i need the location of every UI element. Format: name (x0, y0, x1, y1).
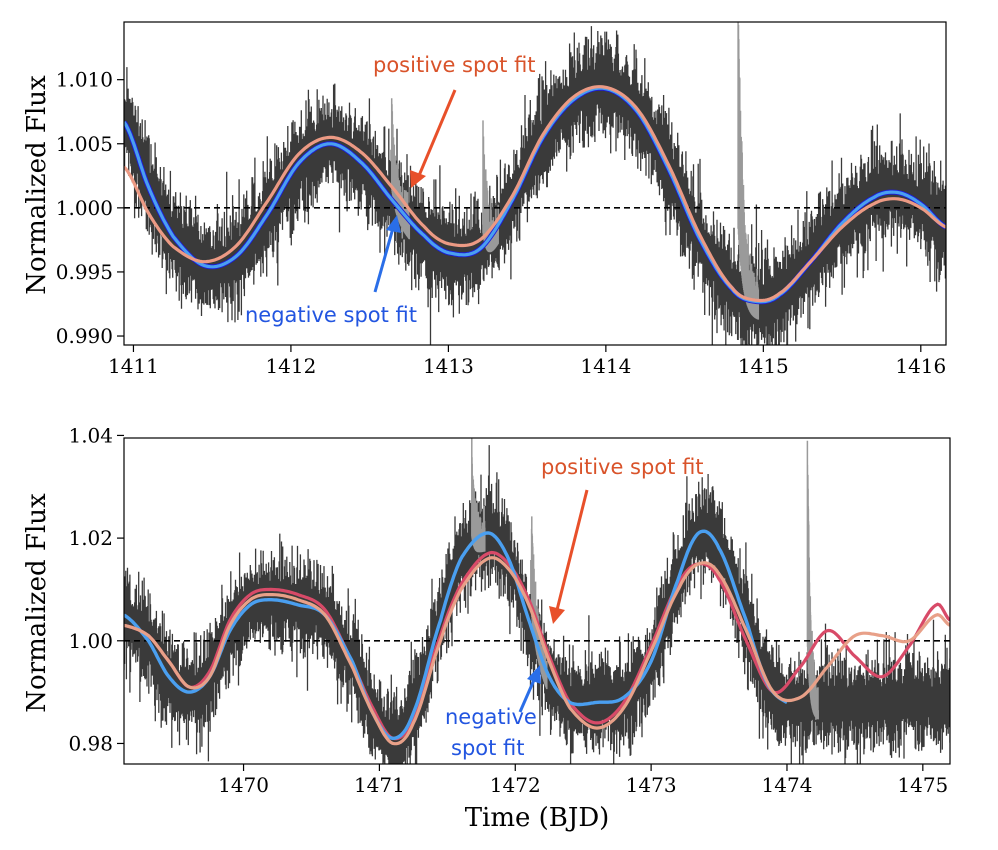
y-tick-label: 1.010 (56, 68, 113, 92)
plot-clip-group (124, 22, 946, 345)
y-tick-label: 0.990 (56, 324, 113, 348)
bottom-positive-arrowhead (549, 606, 565, 624)
bottom-xlabel: Time (BJD) (465, 803, 610, 833)
flare-2 (806, 440, 819, 720)
x-tick-label: 1470 (218, 773, 269, 797)
x-tick-label: 1472 (490, 773, 541, 797)
top-panel: 1411 1412 1413 1414 1415 1416 0.990 0.995 1.000 1… (22, 21, 947, 378)
bottom-negative-label-line2: spot fit (451, 736, 525, 760)
negative-spot-fit-line (124, 529, 788, 740)
bottom-negative-arrow (518, 679, 536, 713)
bottom-ticks: 1470 1471 1472 1473 1474 1475 0.98 1.00 1.02 1.04 (68, 423, 948, 797)
bottom-panel: 1470 1471 1472 1473 1474 1475 0.98 1.00 1.02 1.04… (22, 423, 951, 833)
plot-clip-group (124, 438, 950, 764)
top-positive-arrowhead (410, 170, 426, 188)
y-tick-label: 0.98 (68, 731, 113, 755)
bottom-positive-arrow (555, 489, 589, 611)
x-tick-label: 1415 (738, 354, 789, 378)
x-tick-label: 1474 (762, 773, 813, 797)
x-tick-label: 1414 (580, 354, 631, 378)
x-tick-label: 1473 (626, 773, 677, 797)
top-negative-arrow (373, 227, 395, 293)
top-positive-arrow (416, 89, 457, 179)
x-tick-label: 1475 (897, 773, 948, 797)
y-tick-label: 1.000 (56, 196, 113, 220)
x-tick-label: 1412 (265, 354, 316, 378)
top-positive-label: positive spot fit (373, 53, 536, 77)
bottom-positive-label: positive spot fit (541, 455, 704, 479)
y-tick-label: 1.00 (68, 629, 113, 653)
bottom-axes-frame (123, 437, 951, 765)
top-negative-label: negative spot fit (245, 303, 417, 327)
y-tick-label: 1.02 (68, 526, 113, 550)
positive-spot-fit-alt-line (124, 550, 950, 741)
top-negative-arrowhead (386, 215, 401, 233)
positive-spot-fit-line (124, 85, 946, 303)
y-tick-label: 1.04 (68, 423, 113, 447)
y-tick-label: 0.995 (56, 260, 113, 284)
top-ticks: 1411 1412 1413 1414 1415 1416 0.990 0.995 1.000 1… (56, 68, 947, 378)
top-ylabel: Normalized Flux (22, 75, 52, 295)
bottom-plot-area (124, 438, 950, 764)
x-tick-label: 1413 (423, 354, 474, 378)
top-plot-area (124, 22, 946, 345)
top-axes-frame (123, 21, 947, 346)
x-tick-label: 1416 (895, 354, 946, 378)
x-tick-label: 1471 (354, 773, 405, 797)
bottom-ylabel: Normalized Flux (22, 493, 52, 713)
x-tick-label: 1411 (108, 354, 159, 378)
bottom-negative-arrowhead (527, 665, 541, 684)
positive-spot-fit-line (124, 556, 950, 746)
y-tick-label: 1.005 (56, 132, 113, 156)
